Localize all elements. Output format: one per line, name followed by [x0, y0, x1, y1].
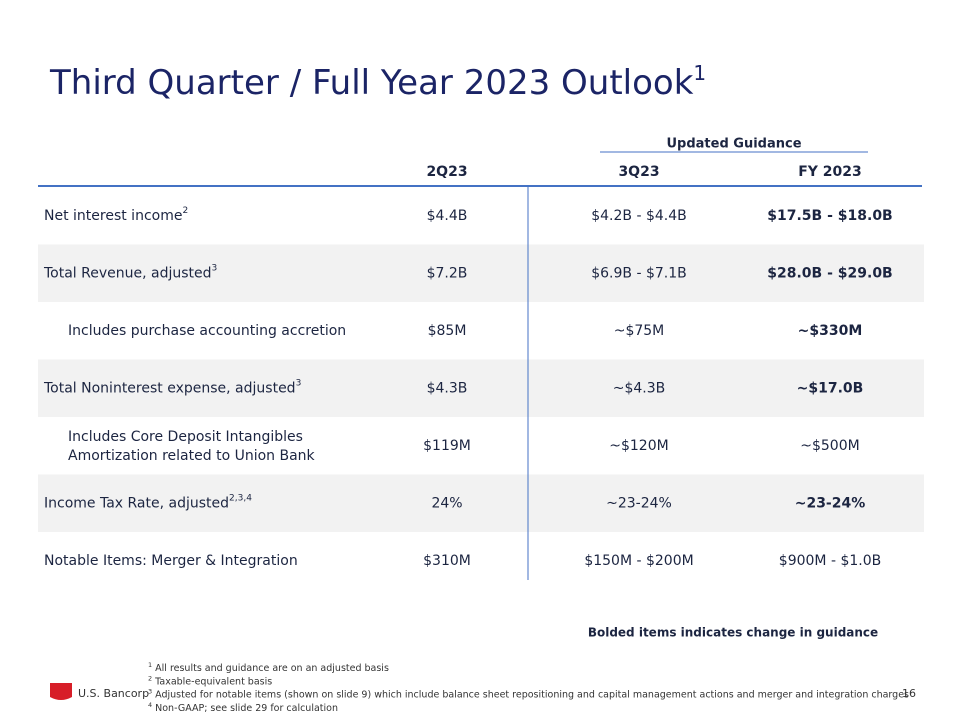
cell: ~23-24% [795, 495, 866, 511]
footnote-text: Non-GAAP; see slide 29 for calculation [155, 702, 338, 713]
column-header: FY 2023 [798, 164, 862, 180]
label-text: Total Noninterest expense, adjusted [43, 380, 296, 396]
column-header: 2Q23 [426, 164, 467, 180]
footnote: 1 All results and guidance are on an adju… [148, 661, 389, 674]
row-label: Net interest income2 [44, 205, 188, 224]
cell: ~$500M [800, 438, 859, 454]
footnotes: 1 All results and guidance are on an adju… [148, 661, 909, 713]
row-shade [38, 359, 924, 417]
label-text: Total Revenue, adjusted [43, 265, 212, 281]
cell: $28.0B - $29.0B [767, 265, 892, 281]
label-note: 3 [296, 378, 302, 388]
footnote-number: 3 [148, 688, 152, 696]
footnote: 2 Taxable-equivalent basis [148, 674, 272, 687]
cell: $6.9B - $7.1B [591, 265, 687, 281]
page-number: 16 [902, 687, 916, 700]
footnote-text: Taxable-equivalent basis [154, 676, 272, 687]
cell: $85M [428, 323, 467, 339]
label-text: Includes purchase accounting accretion [68, 323, 346, 339]
title: Third Quarter / Full Year 2023 Outlook1 [49, 61, 706, 103]
row-label: Notable Items: Merger & Integration [44, 553, 298, 569]
footnote-number: 4 [148, 701, 152, 709]
label-text: Net interest income [44, 208, 182, 224]
footnote: 4 Non-GAAP; see slide 29 for calculation [148, 701, 338, 714]
cell: $7.2B [427, 265, 468, 281]
cell: $17.5B - $18.0B [767, 208, 892, 224]
column-header: 3Q23 [618, 164, 659, 180]
footnote-text: Adjusted for notable items (shown on sli… [155, 689, 909, 700]
cell: ~$17.0B [797, 380, 864, 396]
footnote-number: 2 [148, 674, 152, 682]
cell: $4.4B [427, 208, 468, 224]
row-label: Includes purchase accounting accretion [68, 323, 346, 339]
group-header: Updated Guidance [666, 137, 801, 152]
cell: $4.3B [427, 380, 468, 396]
bold-note: Bolded items indicates change in guidanc… [588, 626, 878, 640]
table: 2Q23 3Q23 FY 2023 Net interest income2 $4.4B… [38, 164, 924, 569]
title-note: 1 [693, 61, 706, 85]
cell: ~$330M [798, 323, 863, 339]
row-shade [38, 474, 924, 532]
cell: $4.2B - $4.4B [591, 208, 687, 224]
cell: 24% [431, 495, 462, 511]
cell: $119M [423, 438, 471, 454]
cell: $150M - $200M [584, 553, 693, 569]
row-label: Income Tax Rate, adjusted2,3,4 [44, 493, 252, 512]
label-text: Notable Items: Merger & Integration [44, 553, 298, 569]
footnote-text: All results and guidance are on an adjus… [155, 663, 389, 674]
row-label: Total Revenue, adjusted3 [43, 263, 217, 282]
label-note: 3 [212, 263, 218, 273]
cell: ~23-24% [606, 495, 672, 511]
logo-text: U.S. Bancorp [78, 687, 149, 700]
cell: $310M [423, 553, 471, 569]
footnote: 3 Adjusted for notable items (shown on sl… [148, 688, 909, 701]
row-label: Includes Core Deposit Intangibles [68, 429, 303, 445]
label-note: 2,3,4 [229, 493, 252, 503]
logo-mark [50, 683, 72, 700]
cell: $900M - $1.0B [779, 553, 881, 569]
row-shade [38, 244, 924, 302]
footnote-number: 1 [148, 661, 152, 669]
title-text: Third Quarter / Full Year 2023 Outlook [49, 63, 694, 103]
cell: ~$4.3B [613, 380, 666, 396]
cell: ~$75M [614, 323, 665, 339]
row-label: Amortization related to Union Bank [68, 448, 316, 464]
label-text: Income Tax Rate, adjusted [44, 495, 229, 511]
cell: ~$120M [609, 438, 668, 454]
row-label: Total Noninterest expense, adjusted3 [43, 378, 301, 397]
label-note: 2 [182, 205, 188, 215]
